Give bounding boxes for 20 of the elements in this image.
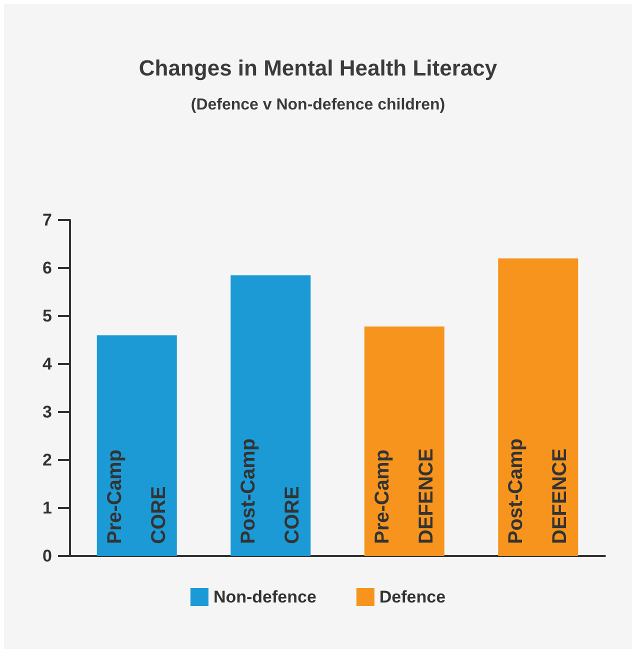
y-tick-label: 6 (42, 258, 52, 278)
x-tick-label: Post-Camp DEFENCE (505, 438, 572, 544)
y-tick-label: 2 (42, 450, 52, 470)
bar (96, 335, 177, 556)
bar (364, 326, 444, 556)
x-tick-label: Pre-Camp CORE (104, 450, 170, 544)
y-tick-label: 3 (42, 402, 52, 422)
y-tick-label: 7 (42, 210, 52, 230)
y-tick-label: 0 (42, 546, 52, 566)
chart-title: Changes in Mental Health Literacy (138, 56, 498, 80)
chart-subtitle: (Defence v Non-defence children) (190, 96, 446, 114)
x-tick-label: Pre-Camp DEFENCE (371, 448, 438, 544)
bar (498, 258, 578, 556)
y-tick-label: 5 (42, 306, 52, 326)
x-tick-label: Post-Camp CORE (238, 438, 304, 544)
bar (230, 275, 311, 556)
legend-label: Non-defence (213, 588, 316, 606)
legend-label: Defence (379, 588, 446, 606)
y-tick-label: 1 (42, 498, 52, 518)
y-tick-label: 4 (42, 354, 53, 374)
